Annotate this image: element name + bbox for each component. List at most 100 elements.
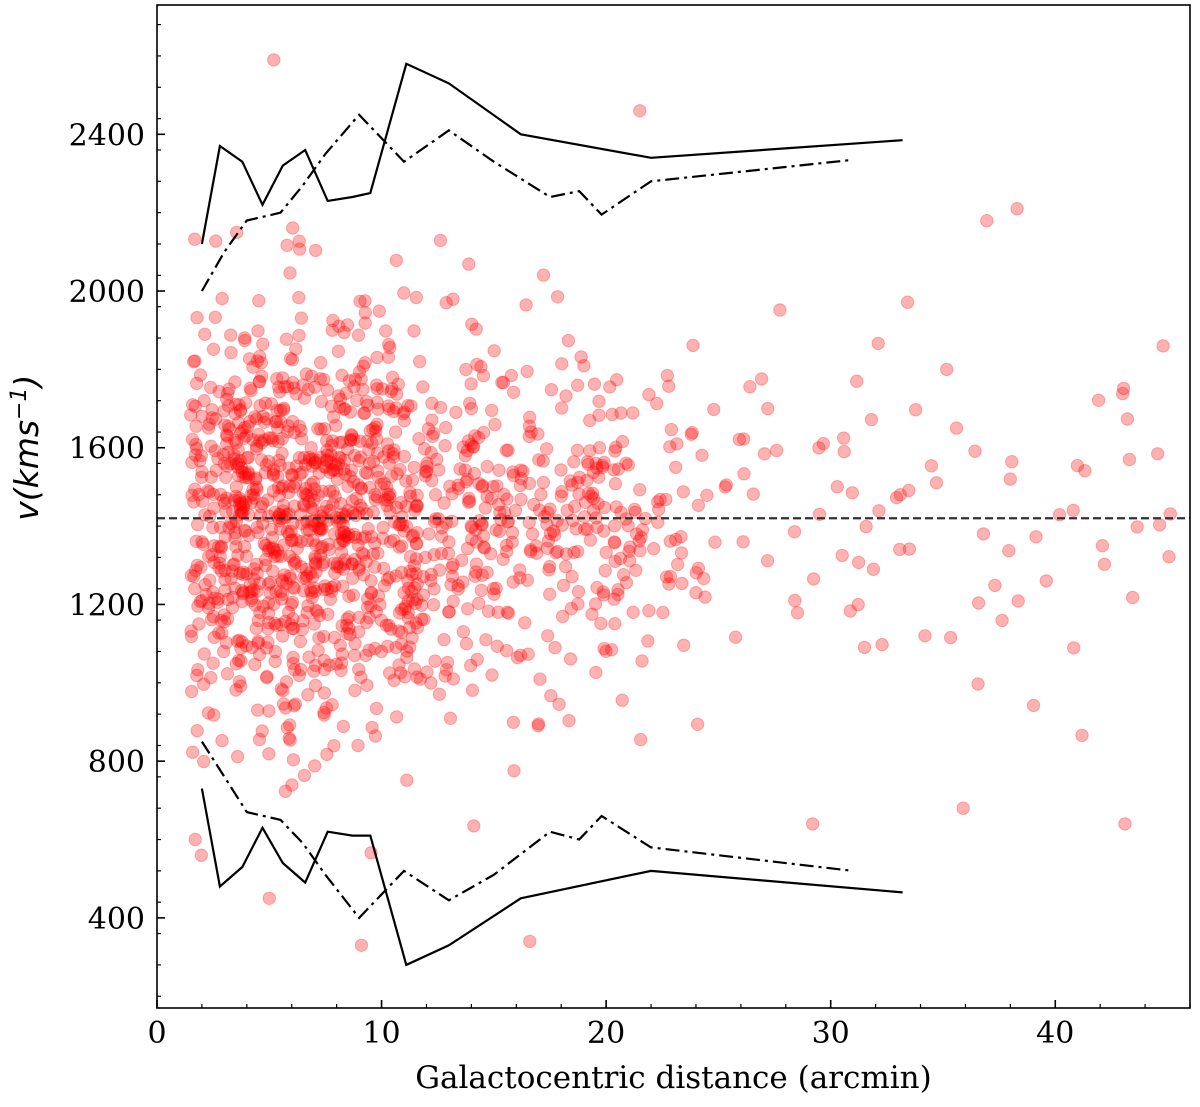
scatter-point bbox=[559, 547, 573, 561]
scatter-point bbox=[662, 577, 676, 591]
scatter-point bbox=[534, 487, 548, 502]
scatter-point bbox=[278, 614, 292, 628]
scatter-point bbox=[571, 544, 585, 559]
scatter-point bbox=[462, 257, 476, 271]
y-axis-label-close: ) bbox=[7, 375, 46, 391]
scatter-point bbox=[271, 480, 286, 495]
scatter-point bbox=[261, 493, 275, 507]
scatter-point bbox=[206, 520, 220, 535]
scatter-point bbox=[233, 404, 248, 418]
scatter-point bbox=[234, 426, 248, 440]
scatter-point bbox=[769, 443, 784, 458]
scatter-point bbox=[872, 504, 886, 518]
scatter-point bbox=[621, 458, 635, 472]
scatter-point bbox=[188, 232, 202, 246]
scatter-point bbox=[387, 443, 401, 457]
scatter-point bbox=[587, 377, 602, 391]
scatter-point bbox=[222, 521, 236, 535]
scatter-point bbox=[245, 591, 259, 605]
scatter-point bbox=[368, 420, 383, 434]
scatter-point bbox=[284, 524, 298, 539]
scatter-point bbox=[513, 478, 527, 493]
scatter-point bbox=[220, 392, 234, 406]
scatter-point bbox=[299, 571, 313, 585]
scatter-point bbox=[239, 396, 253, 410]
scatter-point bbox=[235, 583, 249, 598]
scatter-point bbox=[444, 577, 458, 592]
scatter-point bbox=[283, 569, 297, 583]
scatter-point bbox=[306, 475, 321, 489]
scatter-point bbox=[621, 518, 635, 533]
scatter-point bbox=[335, 507, 350, 521]
scatter-point bbox=[477, 540, 491, 554]
scatter-point bbox=[442, 535, 456, 549]
scatter-point bbox=[561, 333, 576, 348]
scatter-point bbox=[864, 412, 879, 427]
scatter-point bbox=[380, 437, 395, 451]
scatter-point bbox=[399, 474, 413, 488]
scatter-point bbox=[1039, 574, 1054, 588]
scatter-point bbox=[237, 431, 251, 445]
scatter-point bbox=[459, 637, 474, 651]
scatter-point bbox=[269, 584, 283, 599]
scatter-point bbox=[918, 629, 932, 643]
scatter-point bbox=[242, 528, 256, 543]
scatter-point bbox=[490, 479, 504, 493]
scatter-point bbox=[285, 778, 299, 792]
scatter-point bbox=[470, 357, 484, 372]
scatter-point bbox=[660, 368, 674, 383]
scatter-point bbox=[397, 586, 411, 600]
scatter-point bbox=[584, 489, 599, 503]
scatter-point bbox=[605, 407, 619, 422]
scatter-point bbox=[263, 586, 277, 600]
scatter-point bbox=[257, 415, 271, 429]
scatter-point bbox=[348, 372, 362, 387]
scatter-point bbox=[227, 433, 242, 448]
scatter-point bbox=[518, 616, 532, 630]
scatter-point bbox=[420, 459, 434, 474]
scatter-point bbox=[323, 484, 337, 498]
scatter-point bbox=[607, 592, 621, 606]
y-axis-label: v(kms−1) bbox=[7, 375, 47, 521]
scatter-point bbox=[333, 560, 347, 574]
scatter-point bbox=[583, 444, 597, 458]
scatter-point bbox=[286, 580, 300, 594]
scatter-point bbox=[806, 817, 820, 831]
scatter-point bbox=[499, 443, 514, 458]
scatter-point bbox=[475, 479, 489, 494]
scatter-point bbox=[419, 465, 433, 479]
scatter-point bbox=[337, 402, 351, 416]
scatter-point bbox=[277, 401, 291, 415]
scatter-point bbox=[445, 569, 460, 584]
scatter-point bbox=[188, 582, 202, 596]
scatter-point bbox=[238, 523, 252, 537]
scatter-point bbox=[592, 394, 606, 408]
scatter-point bbox=[564, 601, 578, 616]
scatter-point bbox=[262, 704, 276, 718]
scatter-point bbox=[851, 597, 865, 612]
scatter-point bbox=[382, 456, 396, 470]
scatter-point bbox=[369, 424, 383, 438]
scatter-point bbox=[422, 527, 436, 541]
scatter-point bbox=[902, 483, 916, 498]
scatter-point bbox=[619, 575, 634, 590]
scatter-point bbox=[572, 487, 586, 501]
scatter-point bbox=[338, 509, 352, 524]
scatter-point bbox=[371, 589, 386, 603]
scatter-point bbox=[386, 450, 401, 464]
scatter-point bbox=[285, 533, 299, 547]
scatter-point bbox=[308, 455, 323, 470]
scatter-point bbox=[465, 683, 480, 697]
scatter-point bbox=[539, 442, 554, 456]
scatter-point bbox=[292, 419, 307, 433]
scatter-point bbox=[428, 488, 443, 502]
scatter-point bbox=[229, 480, 244, 494]
scatter-point bbox=[190, 558, 205, 572]
scatter-point bbox=[336, 719, 350, 734]
scatter-point bbox=[378, 493, 392, 507]
scatter-point bbox=[608, 444, 622, 458]
scatter-point bbox=[536, 268, 551, 282]
scatter-point bbox=[674, 530, 688, 544]
scatter-point bbox=[219, 504, 233, 519]
scatter-point bbox=[598, 563, 612, 578]
